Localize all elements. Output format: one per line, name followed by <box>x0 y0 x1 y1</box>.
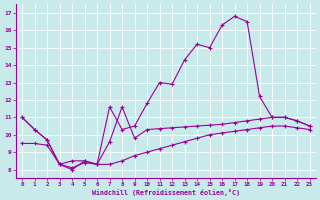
X-axis label: Windchill (Refroidissement éolien,°C): Windchill (Refroidissement éolien,°C) <box>92 189 240 196</box>
